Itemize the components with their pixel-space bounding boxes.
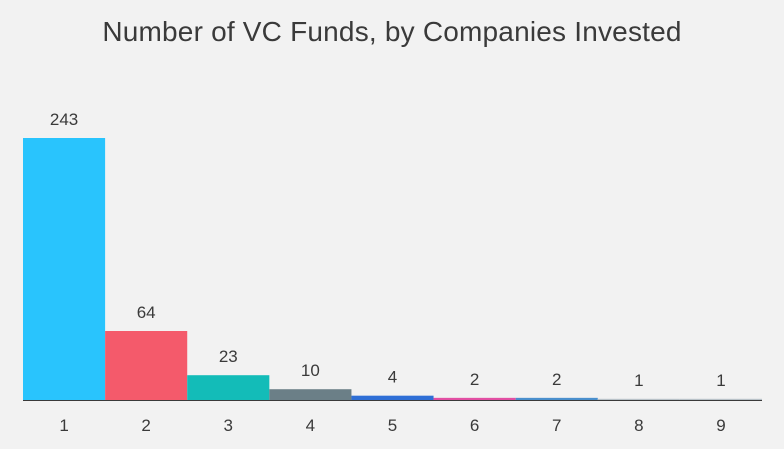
x-tick-label-3: 3 <box>224 416 233 435</box>
bar-4 <box>269 389 352 400</box>
data-label-3: 23 <box>219 347 238 366</box>
chart-title: Number of VC Funds, by Companies Investe… <box>102 16 682 47</box>
data-label-6: 2 <box>470 370 479 389</box>
data-label-5: 4 <box>388 368 397 387</box>
data-labels-group: 243 64 23 10 4 2 2 1 1 <box>50 110 726 390</box>
data-label-4: 10 <box>301 361 320 380</box>
bar-9 <box>679 398 762 400</box>
x-tick-label-2: 2 <box>141 416 150 435</box>
x-tick-label-7: 7 <box>552 416 561 435</box>
x-tick-label-1: 1 <box>59 416 68 435</box>
x-tick-label-9: 9 <box>716 416 725 435</box>
x-tick-label-8: 8 <box>634 416 643 435</box>
data-label-7: 2 <box>552 370 561 389</box>
data-label-1: 243 <box>50 110 78 129</box>
data-label-9: 1 <box>716 371 725 390</box>
bars-group <box>23 138 762 400</box>
data-label-8: 1 <box>634 371 643 390</box>
x-tick-labels-group: 1 2 3 4 5 6 7 8 9 <box>59 416 725 435</box>
bar-8 <box>597 398 680 400</box>
bar-2 <box>105 330 188 400</box>
bar-7 <box>515 397 598 400</box>
x-tick-label-5: 5 <box>388 416 397 435</box>
bar-6 <box>433 397 516 400</box>
bar-3 <box>187 375 270 400</box>
x-tick-label-4: 4 <box>306 416 315 435</box>
data-label-2: 64 <box>137 303 156 322</box>
bar-5 <box>351 395 434 400</box>
x-tick-label-6: 6 <box>470 416 479 435</box>
bar-1 <box>23 138 106 400</box>
